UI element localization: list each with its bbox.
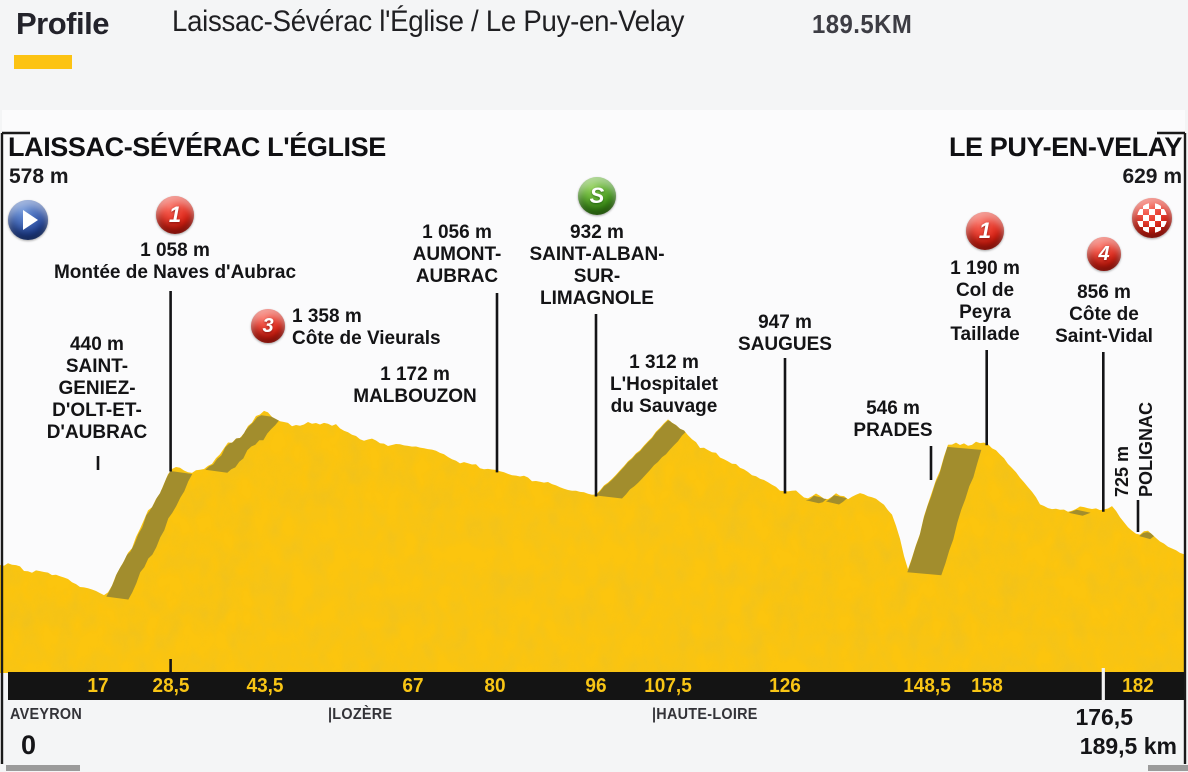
steep-climb-shadow — [596, 420, 694, 499]
steep-climb-shadow — [907, 446, 982, 576]
title-underline — [14, 55, 72, 69]
chart-border — [0, 131, 1187, 764]
bottom-left-edge — [6, 765, 80, 771]
bottom-right-edge — [1148, 765, 1188, 771]
steep-climb-shadow — [205, 415, 284, 473]
km-axis-bar — [8, 672, 1185, 700]
page-title: Profile — [16, 6, 109, 41]
steep-climb-shadow — [805, 495, 827, 504]
stage-distance: 189.5KM — [812, 9, 913, 39]
stage-title: Laissac-Sévérac l'Église / Le Puy-en-Vel… — [172, 5, 685, 38]
steep-climb-shadow — [106, 471, 193, 600]
steep-climb-shadow — [826, 495, 847, 505]
steep-climb-shadow — [1068, 509, 1091, 516]
